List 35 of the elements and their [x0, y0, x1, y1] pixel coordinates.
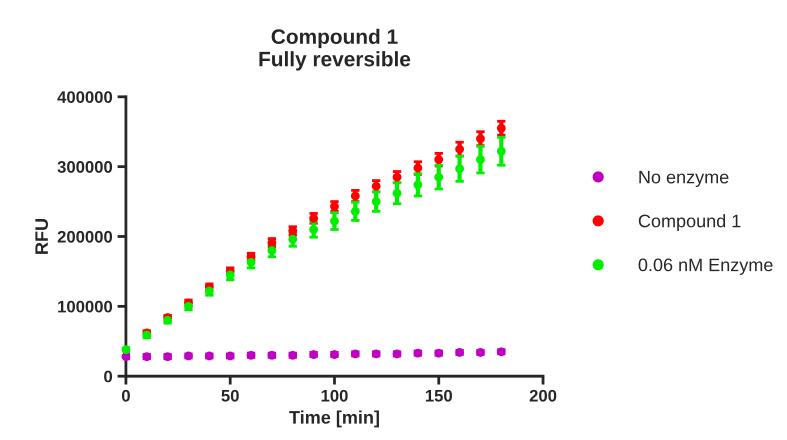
point	[330, 216, 339, 226]
legend-label: 0.06 nM Enzyme	[638, 258, 773, 275]
x-tick-label: 50	[221, 390, 239, 402]
y-tick-label: 100000	[58, 300, 112, 313]
x-tick-label: 100	[322, 390, 348, 402]
y-axis-title: RFU	[35, 219, 48, 254]
y-tick-label: 300000	[58, 161, 112, 173]
point	[476, 155, 485, 164]
point	[392, 188, 402, 198]
y-tick-label: 200000	[58, 230, 112, 243]
point	[309, 225, 318, 234]
point	[434, 155, 444, 164]
x-tick-label: 200	[530, 390, 556, 402]
point	[434, 172, 444, 182]
point	[414, 164, 422, 172]
chart-title: Compound 1 Fully reversible	[259, 28, 410, 71]
point	[288, 234, 298, 244]
legend-label: No enzyme	[639, 170, 728, 188]
x-tick-label: 150	[426, 390, 452, 402]
point	[455, 164, 464, 174]
point	[496, 124, 506, 133]
point	[372, 182, 381, 191]
legend-label: Compound 1	[638, 214, 740, 231]
y-tick-label: 0	[104, 370, 112, 382]
point	[372, 197, 381, 206]
x-tick-label: 0	[122, 390, 130, 402]
point	[350, 192, 360, 200]
point	[268, 246, 276, 255]
point	[496, 146, 506, 156]
x-axis-title: Time [min]	[289, 410, 379, 428]
point	[476, 134, 485, 144]
y-tick-label: 400000	[57, 91, 112, 104]
point	[455, 144, 464, 154]
point	[414, 180, 422, 190]
point	[350, 206, 360, 216]
